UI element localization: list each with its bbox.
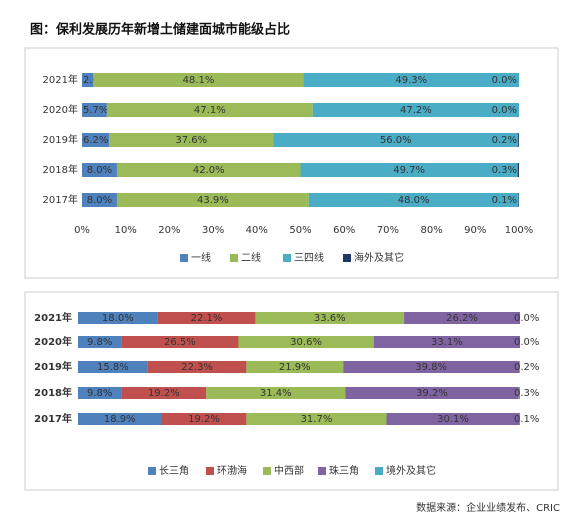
value-label: 8.0% bbox=[87, 165, 112, 176]
value-label: 47.1% bbox=[194, 105, 226, 116]
value-label: 39.2% bbox=[416, 388, 448, 399]
legend-swatch bbox=[283, 254, 291, 262]
value-label: 0.3% bbox=[492, 165, 517, 176]
value-label: 19.2% bbox=[188, 414, 220, 425]
category-label: 2021年 bbox=[43, 73, 78, 86]
value-label: 8.0% bbox=[87, 195, 112, 206]
value-label: 22.3% bbox=[181, 362, 213, 373]
legend-label: 海外及其它 bbox=[354, 251, 404, 264]
category-label: 2018年 bbox=[34, 386, 72, 399]
x-tick-label: 60% bbox=[333, 225, 355, 236]
source-note: 数据来源：企业业绩发布、CRIC bbox=[416, 501, 560, 514]
value-label: 33.6% bbox=[314, 313, 346, 324]
category-label: 2017年 bbox=[43, 193, 78, 206]
value-label: 31.4% bbox=[260, 388, 292, 399]
value-label: 47.2% bbox=[400, 105, 432, 116]
value-label: 48.1% bbox=[183, 75, 215, 86]
value-label: 56.0% bbox=[380, 135, 412, 146]
legend-label: 珠三角 bbox=[329, 464, 359, 477]
x-tick-label: 10% bbox=[115, 225, 137, 236]
x-tick-label: 30% bbox=[202, 225, 224, 236]
value-label: 30.6% bbox=[290, 337, 322, 348]
legend-swatch bbox=[343, 254, 351, 262]
value-label: 19.2% bbox=[148, 388, 180, 399]
legend-label: 三四线 bbox=[294, 251, 324, 264]
category-label: 2018年 bbox=[43, 163, 78, 176]
legend-label: 境外及其它 bbox=[386, 464, 436, 477]
value-label: 5.7% bbox=[83, 105, 108, 116]
category-label: 2020年 bbox=[43, 103, 78, 116]
value-label: 0.2% bbox=[492, 135, 517, 146]
value-label: 42.0% bbox=[193, 165, 225, 176]
legend-label: 一线 bbox=[191, 251, 211, 264]
legend-label: 长三角 bbox=[159, 465, 189, 477]
x-tick-label: 100% bbox=[505, 225, 534, 236]
value-label: 18.9% bbox=[104, 414, 136, 425]
x-tick-label: 50% bbox=[289, 225, 311, 236]
legend-swatch bbox=[180, 254, 188, 262]
value-label: 22.1% bbox=[191, 313, 223, 324]
x-tick-label: 20% bbox=[158, 225, 180, 236]
value-label: 33.1% bbox=[431, 337, 463, 348]
category-label: 2017年 bbox=[34, 412, 72, 425]
legend-swatch bbox=[230, 254, 238, 262]
value-label: 26.5% bbox=[164, 337, 196, 348]
legend-swatch bbox=[206, 467, 214, 475]
legend-swatch bbox=[318, 467, 326, 475]
value-label: 0.3% bbox=[514, 388, 539, 399]
value-label: 15.8% bbox=[97, 362, 129, 373]
value-label: 26.2% bbox=[446, 313, 478, 324]
category-label: 2021年 bbox=[34, 311, 72, 324]
value-label: 0.1% bbox=[514, 414, 539, 425]
legend-swatch bbox=[148, 467, 156, 475]
page-title: 图：保利发展历年新增土储建面城市能级占比 bbox=[30, 22, 290, 38]
category-label: 2019年 bbox=[43, 133, 78, 146]
value-label: 0.2% bbox=[514, 362, 539, 373]
value-label: 31.7% bbox=[301, 414, 333, 425]
value-label: 6.2% bbox=[83, 135, 108, 146]
x-tick-label: 0% bbox=[74, 225, 90, 236]
value-label: 9.8% bbox=[87, 337, 112, 348]
legend-label: 环渤海 bbox=[217, 464, 247, 477]
value-label: 0.0% bbox=[514, 313, 539, 324]
value-label: 9.8% bbox=[87, 388, 112, 399]
value-label: 18.0% bbox=[102, 313, 134, 324]
value-label: 48.0% bbox=[398, 195, 430, 206]
value-label: 49.3% bbox=[395, 75, 427, 86]
x-tick-label: 80% bbox=[420, 225, 442, 236]
value-label: 0.0% bbox=[492, 105, 517, 116]
value-label: 0.1% bbox=[492, 195, 517, 206]
bar-segment bbox=[518, 163, 519, 177]
value-label: 30.1% bbox=[437, 414, 469, 425]
value-label: 49.7% bbox=[393, 165, 425, 176]
value-label: 39.8% bbox=[415, 362, 447, 373]
value-label: 0.0% bbox=[492, 75, 517, 86]
legend-swatch bbox=[263, 467, 271, 475]
category-label: 2019年 bbox=[34, 360, 72, 373]
legend-label: 中西部 bbox=[274, 464, 304, 477]
value-label: 0.0% bbox=[514, 337, 539, 348]
category-label: 2020年 bbox=[34, 335, 72, 348]
x-tick-label: 90% bbox=[464, 225, 486, 236]
value-label: 21.9% bbox=[279, 362, 311, 373]
legend-label: 二线 bbox=[241, 251, 261, 264]
value-label: 43.9% bbox=[197, 195, 229, 206]
value-label: 37.6% bbox=[175, 135, 207, 146]
legend-swatch bbox=[375, 467, 383, 475]
x-tick-label: 70% bbox=[377, 225, 399, 236]
x-tick-label: 40% bbox=[246, 225, 268, 236]
bar-segment bbox=[518, 133, 519, 147]
